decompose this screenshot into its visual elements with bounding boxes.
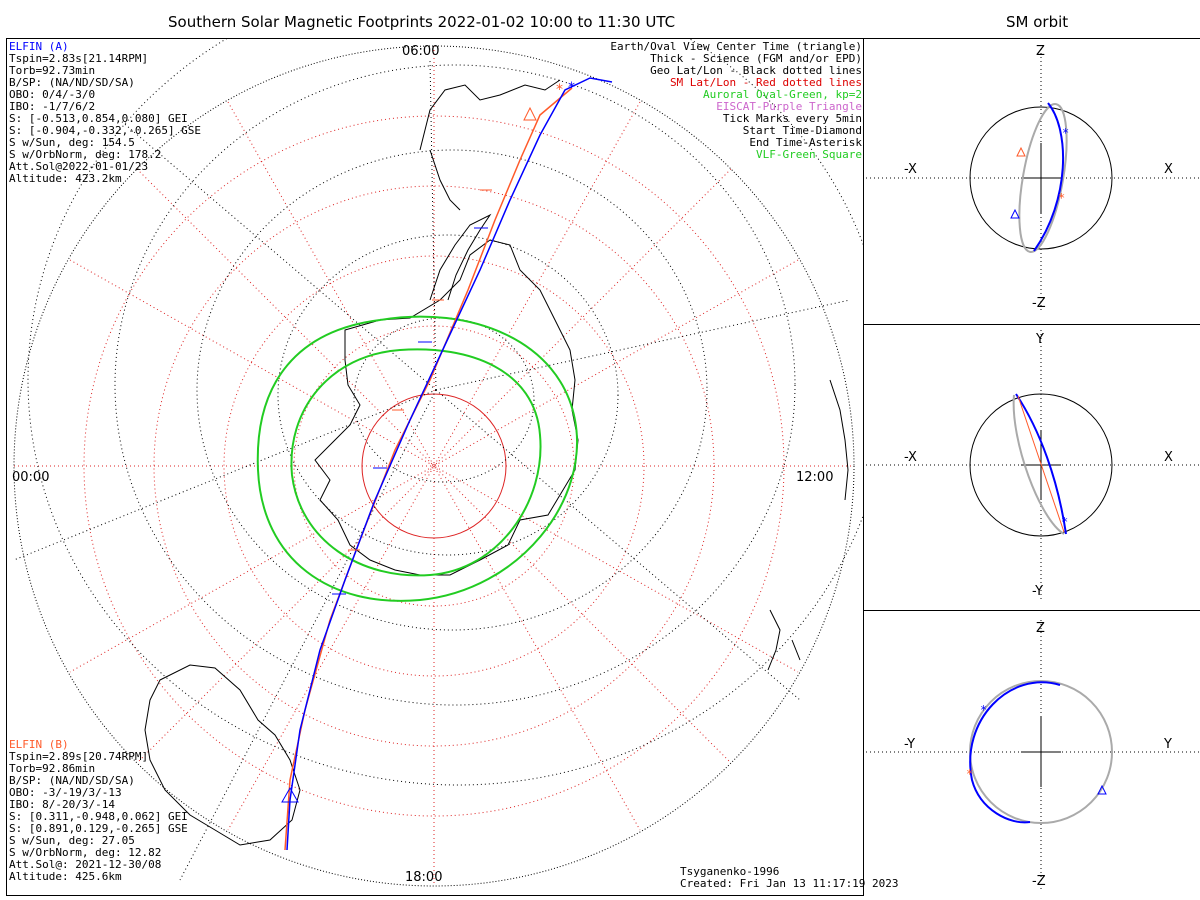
orbit-title: SM orbit xyxy=(1006,13,1069,31)
south-america-coastline xyxy=(419,79,561,211)
time-label-left: 00:00 xyxy=(12,470,50,485)
geo-longitude-lines xyxy=(13,59,851,881)
elfin-a-view-center-triangle xyxy=(281,786,299,803)
orbit-plot-xz: * * xyxy=(866,45,1200,310)
svg-text:*: * xyxy=(980,703,987,717)
orbit-panel-xy xyxy=(864,324,1200,610)
elfin-b-view-center-triangle xyxy=(523,106,537,121)
panel3-left-label: -Y xyxy=(904,737,916,752)
svg-text:*: * xyxy=(1062,126,1069,140)
panel3-bottom-label: -Z xyxy=(1032,874,1046,889)
footprint-map-frame xyxy=(6,38,864,896)
elfin-a-name: ELFIN (A) xyxy=(9,40,69,53)
auroral-oval-inner xyxy=(290,348,542,577)
orbit-plot-yz: * * xyxy=(866,620,1200,890)
model-credit: Tsyganenko-1996 xyxy=(680,865,780,878)
end-time-asterisk-a: * xyxy=(568,80,575,96)
panel3-right-label: Y xyxy=(1164,737,1172,752)
legend-entry: Tick Marks every 5min xyxy=(722,112,862,125)
panel1-left-label: -X xyxy=(904,162,917,177)
elfin-a-track xyxy=(286,77,613,851)
panel2-bottom-label: -Y xyxy=(1032,584,1044,599)
orbit-plot-xy: * xyxy=(866,330,1200,600)
page-title: Southern Solar Magnetic Footprints 2022-… xyxy=(168,13,676,31)
panel2-left-label: -X xyxy=(904,450,917,465)
auroral-oval-outer xyxy=(256,315,578,602)
time-label-top: 06:00 xyxy=(402,44,440,59)
africa-coastline xyxy=(829,379,849,501)
legend-entry: VLF-Green Square xyxy=(756,148,862,161)
svg-text:*: * xyxy=(966,767,973,781)
orbit-panel-yz xyxy=(864,610,1200,900)
antarctic-peninsula xyxy=(429,213,492,301)
panel1-top-label: Z xyxy=(1036,44,1045,59)
sm-longitude-lines xyxy=(14,46,854,886)
legend-entry: SM Lat/Lon - Red dotted lines xyxy=(669,76,862,89)
australia-coastline xyxy=(144,664,301,846)
legend-entry: Auroral Oval-Green, kp=2 xyxy=(703,88,862,101)
legend-entry: Start Time-Diamond xyxy=(742,124,862,137)
end-time-asterisk: * xyxy=(556,82,563,98)
elfin-b-tick-marks xyxy=(348,189,492,551)
elfin-a-tick-marks xyxy=(332,227,488,595)
panel2-right-label: X xyxy=(1164,450,1173,465)
svg-text:*: * xyxy=(1058,191,1065,205)
time-label-bottom: 18:00 xyxy=(405,870,443,885)
svg-text:*: * xyxy=(1061,515,1068,529)
panel1-bottom-label: -Z xyxy=(1032,296,1046,311)
legend-entry: End Time-Asterisk xyxy=(749,136,862,149)
legend-entry: EISCAT-Purple Triangle xyxy=(716,100,862,113)
new-zealand-coastline xyxy=(767,609,801,671)
map-legend: Earth/Oval View Center Time (triangle) T… xyxy=(562,41,862,161)
panel1-right-label: X xyxy=(1164,162,1173,177)
legend-entry: Thick - Science (FGM and/or EPD) xyxy=(650,52,862,65)
panel2-top-label: Y xyxy=(1036,332,1044,347)
created-timestamp: Created: Fri Jan 13 11:17:19 2023 xyxy=(680,877,899,890)
orbit-panel-xz xyxy=(864,38,1200,324)
legend-entry: Geo Lat/Lon - Black dotted lines xyxy=(650,64,862,77)
panel3-top-label: Z xyxy=(1036,621,1045,636)
elfin-b-name: ELFIN (B) xyxy=(9,738,69,751)
time-label-right: 12:00 xyxy=(796,470,834,485)
legend-entry: Earth/Oval View Center Time (triangle) xyxy=(610,40,862,53)
